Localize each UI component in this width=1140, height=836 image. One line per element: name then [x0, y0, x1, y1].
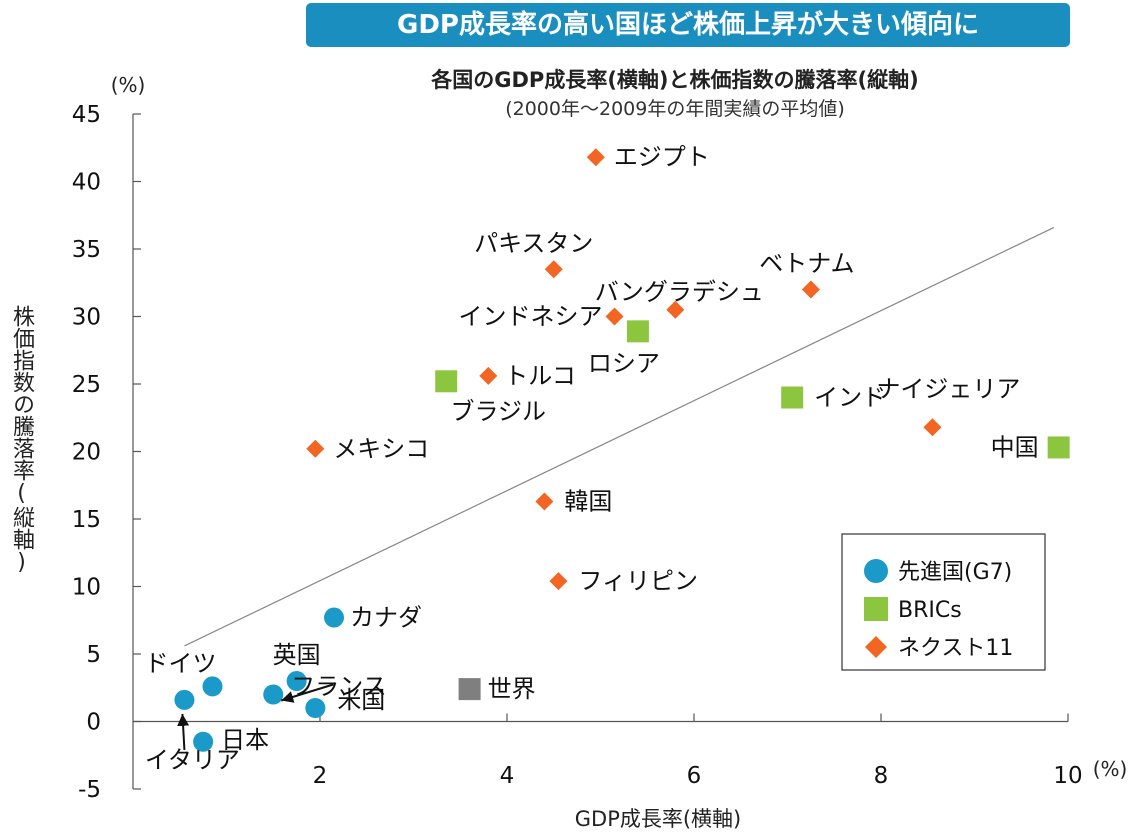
- point-label: 世界: [488, 675, 536, 703]
- data-point: [605, 307, 624, 326]
- legend-marker: [864, 559, 888, 583]
- point-label: エジプト: [614, 143, 710, 171]
- legend-label: BRICs: [898, 598, 962, 623]
- point-label: インドネシア: [459, 303, 603, 331]
- x-axis-label: GDP成長率(横軸): [575, 807, 742, 831]
- point-label: ブラジル: [450, 397, 546, 425]
- point-label: トルコ: [504, 362, 576, 390]
- data-point: [535, 492, 554, 511]
- y-tick-label: 45: [72, 102, 101, 128]
- point-label: バングラデシュ: [595, 278, 764, 306]
- y-tick-label: 0: [86, 710, 101, 736]
- y-tick-label: 25: [72, 372, 101, 398]
- data-point: [305, 698, 326, 718]
- y-axis-unit: (%): [111, 73, 146, 97]
- legend-label: 先進国(G7): [898, 560, 1012, 585]
- point-label: パキスタン: [474, 229, 593, 257]
- data-point: [1047, 436, 1070, 459]
- point-label: フィリピン: [578, 567, 698, 595]
- point-label: 中国: [991, 433, 1039, 461]
- data-point: [549, 572, 568, 591]
- point-label: ロシア: [588, 349, 660, 377]
- point-label: 韓国: [564, 487, 612, 515]
- point-label: フランス: [291, 673, 387, 701]
- y-axis-label: 株価指数の騰落率(縦軸): [9, 305, 34, 575]
- data-point: [666, 300, 685, 319]
- legend-marker: [864, 597, 888, 621]
- data-point: [544, 260, 563, 279]
- y-tick-label: 40: [72, 170, 101, 196]
- y-tick-label: 15: [72, 507, 101, 533]
- point-label: メキシコ: [333, 435, 429, 463]
- y-tick-label: -5: [78, 777, 101, 803]
- data-point: [324, 607, 345, 628]
- point-label: ナイジェリア: [876, 375, 1020, 403]
- callout-arrow: [177, 713, 190, 750]
- x-tick-label: 10: [1053, 763, 1082, 789]
- trend-line: [184, 226, 1055, 647]
- data-point: [202, 676, 223, 697]
- data-point: [458, 678, 481, 701]
- y-tick-label: 20: [72, 440, 101, 466]
- point-label: インド: [814, 384, 886, 412]
- data-point: [479, 366, 498, 385]
- data-point: [586, 148, 605, 167]
- data-point: [174, 689, 195, 710]
- y-tick-label: 30: [72, 305, 101, 331]
- x-tick-label: 8: [874, 763, 889, 789]
- legend-label: ネクスト11: [898, 636, 1013, 661]
- data-point: [193, 731, 214, 752]
- data-point: [801, 280, 820, 299]
- chart-subtitle: (2000年〜2009年の年間実績の平均値): [505, 98, 845, 120]
- point-label: 英国: [273, 641, 321, 669]
- x-axis-unit: (%): [1093, 757, 1128, 781]
- point-label: ドイツ: [144, 649, 216, 677]
- y-tick-label: 35: [72, 237, 101, 263]
- data-point: [923, 418, 942, 437]
- point-label: 米国: [337, 686, 385, 714]
- chart-title: 各国のGDP成長率(横軸)と株価指数の騰落率(縦軸): [431, 68, 919, 92]
- y-tick-label: 5: [86, 642, 101, 668]
- data-point: [435, 370, 458, 393]
- x-tick-label: 6: [687, 763, 702, 789]
- data-point: [286, 671, 307, 691]
- point-label: カナダ: [350, 604, 422, 632]
- callout-arrow: [280, 683, 334, 703]
- data-point: [263, 684, 284, 705]
- data-point: [306, 439, 325, 458]
- x-tick-label: 2: [313, 763, 328, 789]
- data-point: [781, 386, 804, 409]
- point-label: ベトナム: [759, 250, 854, 278]
- y-tick-label: 10: [72, 575, 101, 601]
- data-point: [626, 320, 649, 343]
- point-label: 日本: [221, 726, 269, 754]
- legend-marker: [865, 636, 887, 658]
- x-tick-label: 4: [500, 763, 515, 789]
- point-label: イタリア: [145, 746, 240, 774]
- chart-banner: GDP成長率の高い国ほど株価上昇が大きい傾向に: [306, 3, 1070, 47]
